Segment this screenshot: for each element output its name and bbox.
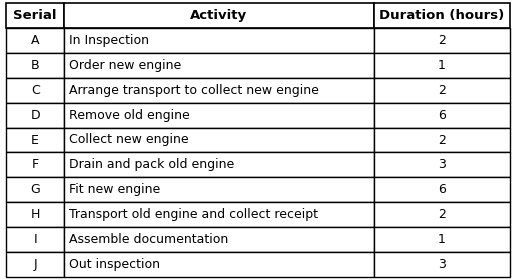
Text: Fit new engine: Fit new engine — [69, 183, 160, 196]
Bar — [6, 28, 64, 53]
Bar — [64, 227, 374, 252]
Bar — [374, 202, 510, 227]
Bar — [6, 103, 64, 128]
Text: 3: 3 — [438, 158, 446, 171]
Text: B: B — [31, 59, 39, 72]
Text: 3: 3 — [438, 258, 446, 271]
Bar — [64, 128, 374, 152]
Bar — [6, 252, 64, 277]
Bar — [6, 152, 64, 177]
Text: In Inspection: In Inspection — [69, 34, 149, 47]
Text: 6: 6 — [438, 183, 446, 196]
Bar — [64, 53, 374, 78]
Bar — [6, 227, 64, 252]
Bar — [374, 152, 510, 177]
Bar — [64, 28, 374, 53]
Text: Order new engine: Order new engine — [69, 59, 182, 72]
Text: Transport old engine and collect receipt: Transport old engine and collect receipt — [69, 208, 318, 221]
Bar — [374, 3, 510, 28]
Text: 2: 2 — [438, 34, 446, 47]
Text: Activity: Activity — [190, 9, 248, 22]
Text: Collect new engine: Collect new engine — [69, 134, 189, 146]
Text: J: J — [34, 258, 37, 271]
Bar — [374, 177, 510, 202]
Text: 1: 1 — [438, 233, 446, 246]
Bar — [6, 3, 64, 28]
Bar — [64, 78, 374, 103]
Bar — [374, 103, 510, 128]
Text: 2: 2 — [438, 134, 446, 146]
Text: D: D — [30, 109, 40, 122]
Bar — [64, 252, 374, 277]
Bar — [6, 53, 64, 78]
Bar — [6, 177, 64, 202]
Bar — [6, 78, 64, 103]
Text: Serial: Serial — [13, 9, 57, 22]
Text: Arrange transport to collect new engine: Arrange transport to collect new engine — [69, 84, 319, 97]
Text: 1: 1 — [438, 59, 446, 72]
Text: 2: 2 — [438, 208, 446, 221]
Text: 2: 2 — [438, 84, 446, 97]
Text: A: A — [31, 34, 39, 47]
Text: Drain and pack old engine: Drain and pack old engine — [69, 158, 234, 171]
Bar — [64, 3, 374, 28]
Text: Duration (hours): Duration (hours) — [379, 9, 505, 22]
Bar — [64, 202, 374, 227]
Text: F: F — [31, 158, 39, 171]
Text: Out inspection: Out inspection — [69, 258, 160, 271]
Text: E: E — [31, 134, 39, 146]
Bar — [64, 177, 374, 202]
Text: G: G — [30, 183, 40, 196]
Bar — [374, 252, 510, 277]
Bar — [374, 28, 510, 53]
Bar — [64, 103, 374, 128]
Text: Remove old engine: Remove old engine — [69, 109, 190, 122]
Bar — [64, 152, 374, 177]
Bar — [374, 53, 510, 78]
Text: Assemble documentation: Assemble documentation — [69, 233, 229, 246]
Bar — [6, 128, 64, 152]
Bar — [6, 202, 64, 227]
Bar — [374, 227, 510, 252]
Text: 6: 6 — [438, 109, 446, 122]
Text: C: C — [31, 84, 40, 97]
Text: H: H — [30, 208, 40, 221]
Text: I: I — [34, 233, 37, 246]
Bar — [374, 128, 510, 152]
Bar — [374, 78, 510, 103]
